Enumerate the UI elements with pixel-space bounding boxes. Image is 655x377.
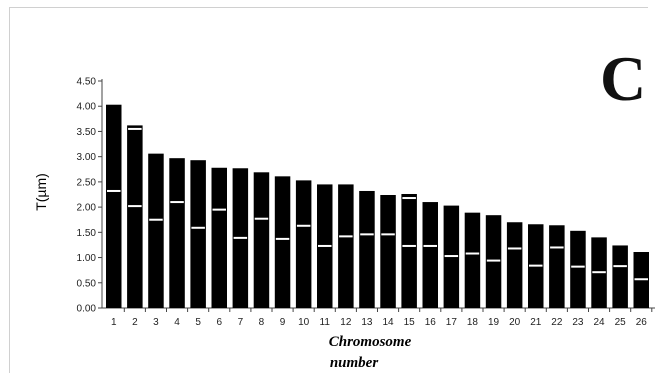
bar-chromosome-5: [190, 160, 206, 308]
x-tick-label: 17: [446, 317, 458, 328]
y-tick-label: 4.50: [77, 77, 97, 88]
centromere-mark: [275, 237, 290, 240]
bar-chromosome-9: [274, 176, 291, 308]
centromere-mark: [381, 233, 395, 236]
centromere-mark: [339, 235, 353, 238]
bar-chromosome-25: [612, 245, 628, 308]
x-tick-label: 4: [174, 317, 180, 328]
centromere-mark: [360, 233, 374, 236]
centromere-mark: [128, 205, 142, 208]
y-tick-label: 0.50: [77, 278, 97, 289]
bar-chromosome-23: [570, 230, 586, 308]
centromere-mark: [170, 201, 184, 204]
bar-chromosome-6: [211, 167, 227, 308]
x-tick-label: 14: [382, 317, 394, 328]
centromere-mark: [423, 244, 437, 247]
bar-chromosome-18: [464, 212, 481, 308]
x-tick-label: 3: [153, 317, 159, 328]
x-tick-label: 20: [509, 317, 521, 328]
x-tick-label: 25: [615, 317, 627, 328]
centromere-mark: [507, 247, 522, 250]
x-tick-labels: 1 2 3 4 5 6 7 8 9 10 11 12 13 14 15 16 17 18 19 20 21 22 23 24 2…: [111, 308, 653, 328]
centromere-mark: [592, 271, 606, 274]
x-tick-label: 21: [530, 317, 542, 328]
y-tick-label: 2.00: [77, 203, 97, 214]
y-tick-label: 4.00: [77, 102, 97, 113]
centromere-mark: [634, 278, 648, 281]
centromere-mark: [465, 252, 480, 255]
centromere-mark: [107, 189, 121, 192]
bar-chromosome-8: [253, 172, 270, 308]
centromere-mark: [318, 244, 332, 247]
centromere-mark: [212, 208, 226, 211]
x-tick-label: 9: [280, 317, 286, 328]
bar-chromosome-13: [359, 190, 375, 308]
x-tick-label: 18: [467, 317, 479, 328]
y-tick-label: 1.50: [77, 228, 97, 239]
centromere-mark: [444, 255, 459, 258]
bar-chromosome-10: [295, 180, 312, 308]
bar-chromosome-19: [485, 215, 502, 308]
panel-label: C: [600, 43, 646, 114]
x-tick-label: 5: [195, 317, 201, 328]
x-tick-label: 13: [361, 317, 373, 328]
bar-chromosome-2: [127, 125, 143, 308]
bar-chromosome-20: [506, 222, 523, 308]
bars: [106, 104, 649, 308]
x-tick-label: 23: [572, 317, 584, 328]
bar-chromosome-14: [380, 195, 396, 308]
centromere-mark: [128, 127, 142, 130]
bar-chromosome-4: [169, 158, 185, 308]
x-tick-label: 7: [238, 317, 244, 328]
x-tick-label: 1: [111, 317, 117, 328]
centromere-mark: [571, 265, 585, 268]
centromere-mark: [233, 236, 248, 239]
bar-chromosome-22: [549, 225, 565, 308]
y-tick-label: 3.50: [77, 127, 97, 138]
x-tick-label: 15: [404, 317, 416, 328]
x-tick-label: 8: [259, 317, 265, 328]
centromere-mark: [149, 218, 163, 221]
x-tick-label: 22: [551, 317, 563, 328]
centromere-mark: [529, 264, 543, 267]
bar-chromosome-12: [338, 184, 354, 308]
centromere-mark: [191, 226, 205, 229]
bar-chromosome-15: [401, 193, 417, 308]
x-tick-label: 2: [132, 317, 138, 328]
x-tick-label: 26: [636, 317, 648, 328]
chart-frame: [9, 7, 648, 373]
y-tick-label: 2.50: [77, 177, 97, 188]
x-tick-label: 19: [488, 317, 500, 328]
x-tick-label: 24: [593, 317, 605, 328]
centromere-mark: [613, 265, 627, 268]
x-tick-label: 12: [340, 317, 352, 328]
y-tick-label: 1.00: [77, 253, 97, 264]
y-axis-label: T(µm): [33, 173, 49, 211]
x-tick-label: 11: [320, 317, 331, 328]
centromere-mark: [550, 246, 564, 249]
centromere-mark: [296, 224, 311, 227]
y-tick-label: 3.00: [77, 152, 97, 163]
bar-chromosome-1: [106, 104, 122, 308]
x-tick-label: 10: [298, 317, 310, 328]
x-axis-label-line-2: number: [330, 355, 379, 371]
y-tick-label: 0.00: [77, 304, 97, 315]
y-tick-labels: 0.00 0.50 1.00 1.50 2.00 2.50 3.00 3.50 4.00 4.50: [77, 77, 102, 315]
centromere-mark: [402, 244, 416, 247]
x-axis-label-line-1: Chromosome: [329, 334, 412, 350]
centromere-mark: [486, 259, 501, 262]
bar-chromosome-3: [148, 153, 164, 308]
bar-chromosome-16: [422, 202, 438, 308]
centromere-mark: [254, 217, 269, 220]
x-tick-label: 6: [216, 317, 222, 328]
x-tick-label: 16: [425, 317, 437, 328]
centromere-marks: [107, 127, 648, 281]
centromere-mark: [402, 197, 416, 200]
